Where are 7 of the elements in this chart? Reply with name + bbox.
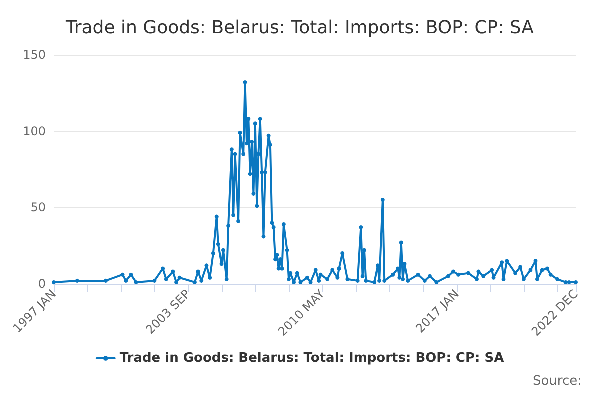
y-tick-label: 0 xyxy=(38,277,46,291)
legend-label: Trade in Goods: Belarus: Total: Imports: BOP: CP: SA xyxy=(120,351,504,366)
chart-title: Trade in Goods: Belarus: Total: Imports: BOP: CP: SA xyxy=(65,18,535,38)
y-tick-label: 100 xyxy=(23,124,46,138)
y-tick-label: 150 xyxy=(23,48,46,62)
y-tick-label: 50 xyxy=(30,200,46,215)
source-note: Source: xyxy=(532,374,582,389)
